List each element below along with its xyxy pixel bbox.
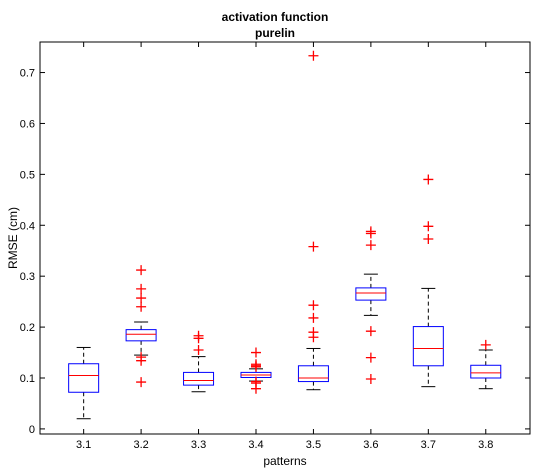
outlier-point (250, 361, 261, 372)
iqr-box (297, 365, 329, 383)
box-3.5 (297, 50, 329, 391)
x-axis: 3.1 3.2 3.3 3.4 3.5 3.6 3.7 3.8 (76, 42, 493, 451)
outlier-point (365, 240, 376, 251)
x-tick-label: 3.5 (306, 439, 321, 451)
x-tick-label: 3.8 (478, 439, 493, 451)
y-tick-label: 0.4 (20, 220, 35, 232)
y-tick-label: 0.7 (20, 68, 35, 80)
box-3.3 (183, 330, 215, 393)
iqr-box (412, 326, 444, 367)
outlier-point (308, 332, 319, 343)
outlier-point (365, 228, 376, 239)
outlier-point (136, 377, 147, 388)
outlier-point (308, 241, 319, 252)
x-axis-label: patterns (263, 454, 306, 468)
x-tick-label: 3.4 (248, 439, 263, 451)
outlier-point (308, 50, 319, 61)
box-3.8 (470, 339, 502, 390)
box-3.7 (412, 174, 444, 388)
y-tick-label: 0.3 (20, 271, 35, 283)
outlier-point (365, 352, 376, 363)
outlier-point (423, 234, 434, 245)
x-tick-label: 3.2 (133, 439, 148, 451)
box-3.4 (240, 347, 272, 394)
outlier-point (365, 374, 376, 385)
x-tick-label: 3.7 (421, 439, 436, 451)
y-tick-label: 0.5 (20, 169, 35, 181)
outlier-point (136, 301, 147, 312)
outlier-point (250, 347, 261, 358)
iqr-box (470, 364, 502, 379)
box-series (68, 50, 502, 420)
outlier-point (136, 355, 147, 366)
box-3.1 (68, 346, 100, 420)
outlier-point (136, 265, 147, 276)
chart-title-line-2: purelin (255, 26, 295, 40)
box-3.6 (355, 226, 387, 385)
y-tick-label: 0.6 (20, 118, 35, 130)
y-axis: 0 0.1 0.2 0.3 0.4 0.5 0.6 0.7 (20, 68, 530, 436)
outlier-point (308, 300, 319, 311)
outlier-point (308, 312, 319, 323)
outlier-point (193, 333, 204, 344)
chart-title-line-1: activation function (222, 10, 329, 24)
iqr-box (68, 363, 100, 393)
x-tick-label: 3.6 (363, 439, 378, 451)
plot-area (39, 41, 531, 435)
outlier-point (423, 221, 434, 232)
outlier-point (136, 283, 147, 294)
iqr-box (183, 371, 215, 386)
outlier-point (365, 326, 376, 337)
y-axis-label: RMSE (cm) (6, 207, 20, 269)
y-tick-label: 0 (29, 424, 35, 436)
iqr-box (125, 329, 157, 342)
y-tick-label: 0.1 (20, 373, 35, 385)
x-tick-label: 3.1 (76, 439, 91, 451)
outlier-point (423, 174, 434, 185)
outlier-point (250, 383, 261, 394)
y-tick-label: 0.2 (20, 322, 35, 334)
outlier-point (136, 293, 147, 304)
outlier-point (480, 339, 491, 350)
box-3.2 (125, 265, 157, 388)
iqr-box (355, 287, 387, 301)
x-tick-label: 3.3 (191, 439, 206, 451)
outlier-point (193, 345, 204, 355)
